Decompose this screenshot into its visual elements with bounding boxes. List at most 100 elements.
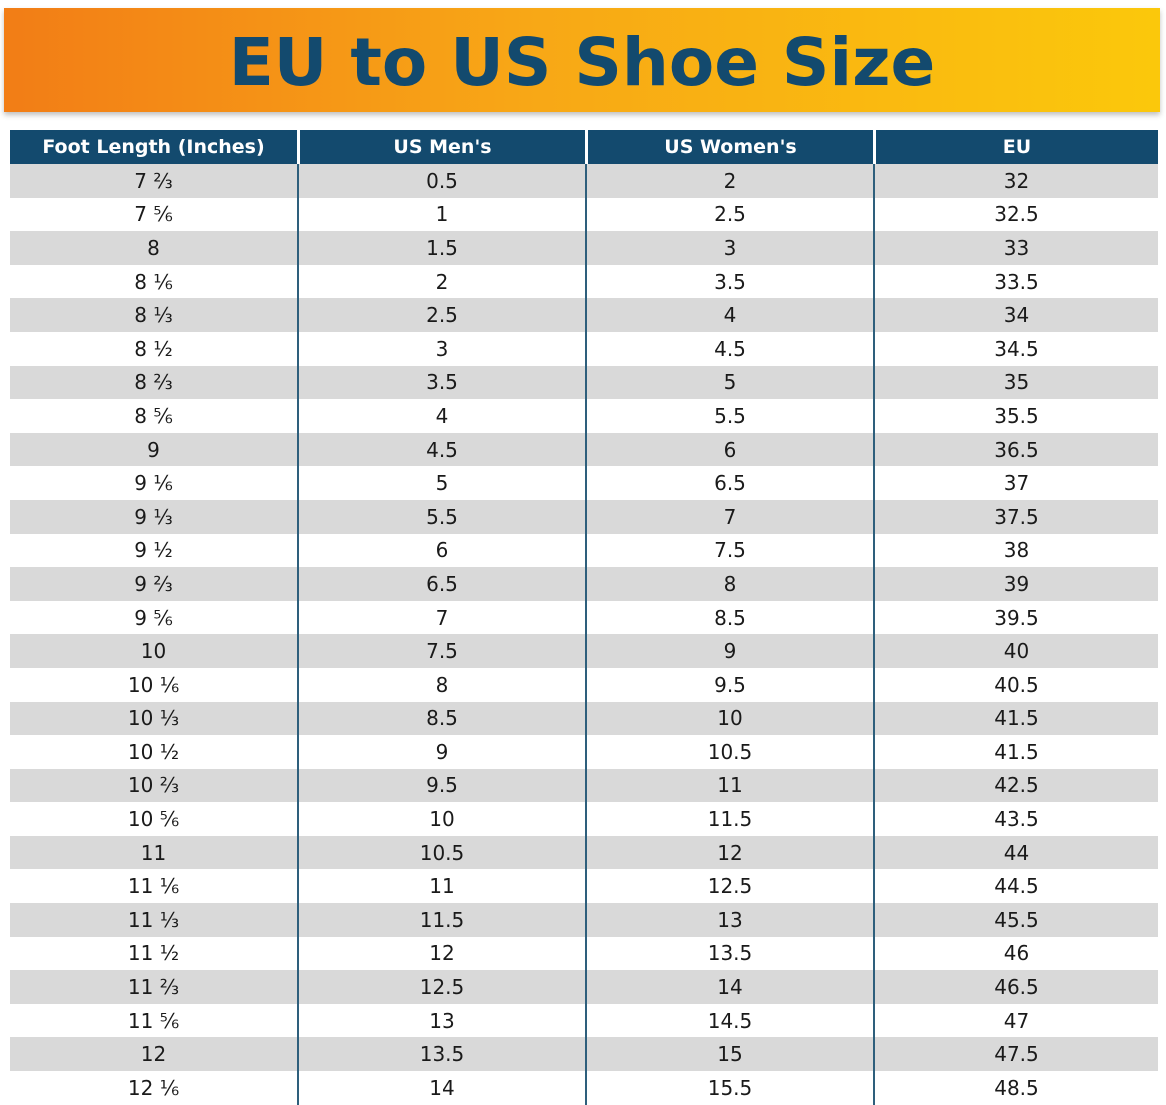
cell-eu: 41.5 [873, 701, 1158, 736]
cell-foot-length: 9 ½ [10, 533, 297, 568]
cell-us-womens: 12 [585, 835, 873, 870]
table-row: 9 ½ 6 7.5 38 [10, 533, 1158, 568]
cell-foot-length: 8 ⅔ [10, 365, 297, 400]
table-row: 10 ½ 9 10.5 41.5 [10, 735, 1158, 769]
table-row: 8 ½ 3 4.5 34.5 [10, 331, 1158, 366]
cell-foot-length: 10 ⅓ [10, 701, 297, 736]
table-row: 10 ⅔ 9.5 11 42.5 [10, 768, 1158, 803]
column-header-us-womens: US Women's [585, 130, 873, 164]
cell-us-womens: 14.5 [585, 1003, 873, 1038]
cell-us-mens: 13.5 [297, 1037, 585, 1072]
cell-eu: 38 [873, 533, 1158, 568]
page-title: EU to US Shoe Size [228, 23, 936, 101]
cell-eu: 45.5 [873, 903, 1158, 937]
table-row: 8 ⅓ 2.5 4 34 [10, 298, 1158, 332]
cell-us-mens: 8.5 [297, 701, 585, 736]
cell-us-mens: 5 [297, 466, 585, 500]
cell-us-womens: 7 [585, 499, 873, 534]
cell-us-womens: 12.5 [585, 869, 873, 904]
cell-us-mens: 8 [297, 667, 585, 702]
cell-foot-length: 7 ⅔ [10, 164, 297, 198]
cell-foot-length: 12 ⅙ [10, 1071, 297, 1105]
table-row: 11 10.5 12 44 [10, 835, 1158, 870]
cell-us-womens: 2.5 [585, 197, 873, 232]
table-row: 9 ⅚ 7 8.5 39.5 [10, 600, 1158, 635]
cell-foot-length: 8 [10, 231, 297, 265]
cell-foot-length: 9 ⅔ [10, 567, 297, 601]
table-row: 8 ⅚ 4 5.5 35.5 [10, 399, 1158, 433]
table-row: 8 1.5 3 33 [10, 231, 1158, 265]
cell-eu: 39 [873, 567, 1158, 601]
cell-foot-length: 8 ⅙ [10, 264, 297, 299]
table-header-row: Foot Length (Inches) US Men's US Women's… [10, 130, 1158, 164]
cell-us-womens: 5.5 [585, 399, 873, 433]
table-row: 8 ⅙ 2 3.5 33.5 [10, 264, 1158, 299]
cell-us-mens: 14 [297, 1071, 585, 1105]
cell-us-womens: 8.5 [585, 600, 873, 635]
cell-us-mens: 4 [297, 399, 585, 433]
cell-eu: 48.5 [873, 1071, 1158, 1105]
column-header-eu: EU [873, 130, 1158, 164]
cell-us-mens: 10 [297, 802, 585, 836]
cell-foot-length: 9 ⅙ [10, 466, 297, 500]
cell-foot-length: 11 [10, 835, 297, 870]
cell-eu: 35.5 [873, 399, 1158, 433]
cell-us-mens: 7.5 [297, 634, 585, 668]
table-row: 11 ⅔ 12.5 14 46.5 [10, 970, 1158, 1004]
table-row: 11 ½ 12 13.5 46 [10, 936, 1158, 971]
cell-eu: 39.5 [873, 600, 1158, 635]
cell-eu: 36.5 [873, 432, 1158, 467]
cell-us-womens: 11.5 [585, 802, 873, 836]
cell-foot-length: 12 [10, 1037, 297, 1072]
cell-foot-length: 10 ⅚ [10, 802, 297, 836]
cell-us-mens: 0.5 [297, 164, 585, 198]
table-row: 9 4.5 6 36.5 [10, 432, 1158, 467]
cell-foot-length: 10 ⅙ [10, 667, 297, 702]
cell-us-womens: 3 [585, 231, 873, 265]
cell-foot-length: 10 ⅔ [10, 768, 297, 803]
cell-us-womens: 4 [585, 298, 873, 332]
cell-us-mens: 3.5 [297, 365, 585, 400]
table-row: 10 ⅚ 10 11.5 43.5 [10, 802, 1158, 836]
cell-us-womens: 6.5 [585, 466, 873, 500]
cell-eu: 40 [873, 634, 1158, 668]
cell-us-womens: 9 [585, 634, 873, 668]
cell-foot-length: 10 ½ [10, 735, 297, 769]
cell-us-mens: 9.5 [297, 768, 585, 803]
cell-eu: 46.5 [873, 970, 1158, 1004]
table-row: 12 ⅙ 14 15.5 48.5 [10, 1071, 1158, 1105]
table-row: 7 ⅚ 1 2.5 32.5 [10, 197, 1158, 232]
table-row: 8 ⅔ 3.5 5 35 [10, 365, 1158, 400]
cell-us-womens: 10 [585, 701, 873, 736]
cell-foot-length: 8 ⅚ [10, 399, 297, 433]
cell-eu: 44 [873, 835, 1158, 870]
cell-eu: 34.5 [873, 331, 1158, 366]
cell-eu: 37.5 [873, 499, 1158, 534]
cell-eu: 44.5 [873, 869, 1158, 904]
table-row: 9 ⅓ 5.5 7 37.5 [10, 499, 1158, 534]
column-header-foot-length: Foot Length (Inches) [10, 130, 297, 164]
table-row: 10 ⅙ 8 9.5 40.5 [10, 667, 1158, 702]
cell-us-womens: 14 [585, 970, 873, 1004]
table-row: 12 13.5 15 47.5 [10, 1037, 1158, 1072]
cell-us-mens: 12 [297, 936, 585, 971]
cell-us-womens: 4.5 [585, 331, 873, 366]
cell-foot-length: 11 ½ [10, 936, 297, 971]
cell-eu: 40.5 [873, 667, 1158, 702]
cell-eu: 41.5 [873, 735, 1158, 769]
cell-foot-length: 11 ⅙ [10, 869, 297, 904]
cell-us-womens: 5 [585, 365, 873, 400]
cell-us-womens: 3.5 [585, 264, 873, 299]
cell-foot-length: 9 ⅓ [10, 499, 297, 534]
cell-us-mens: 6 [297, 533, 585, 568]
cell-us-womens: 2 [585, 164, 873, 198]
column-header-us-mens: US Men's [297, 130, 585, 164]
table-row: 7 ⅔ 0.5 2 32 [10, 164, 1158, 198]
cell-eu: 35 [873, 365, 1158, 400]
cell-us-mens: 3 [297, 331, 585, 366]
cell-foot-length: 7 ⅚ [10, 197, 297, 232]
cell-eu: 34 [873, 298, 1158, 332]
cell-foot-length: 8 ⅓ [10, 298, 297, 332]
cell-foot-length: 10 [10, 634, 297, 668]
cell-us-womens: 15 [585, 1037, 873, 1072]
